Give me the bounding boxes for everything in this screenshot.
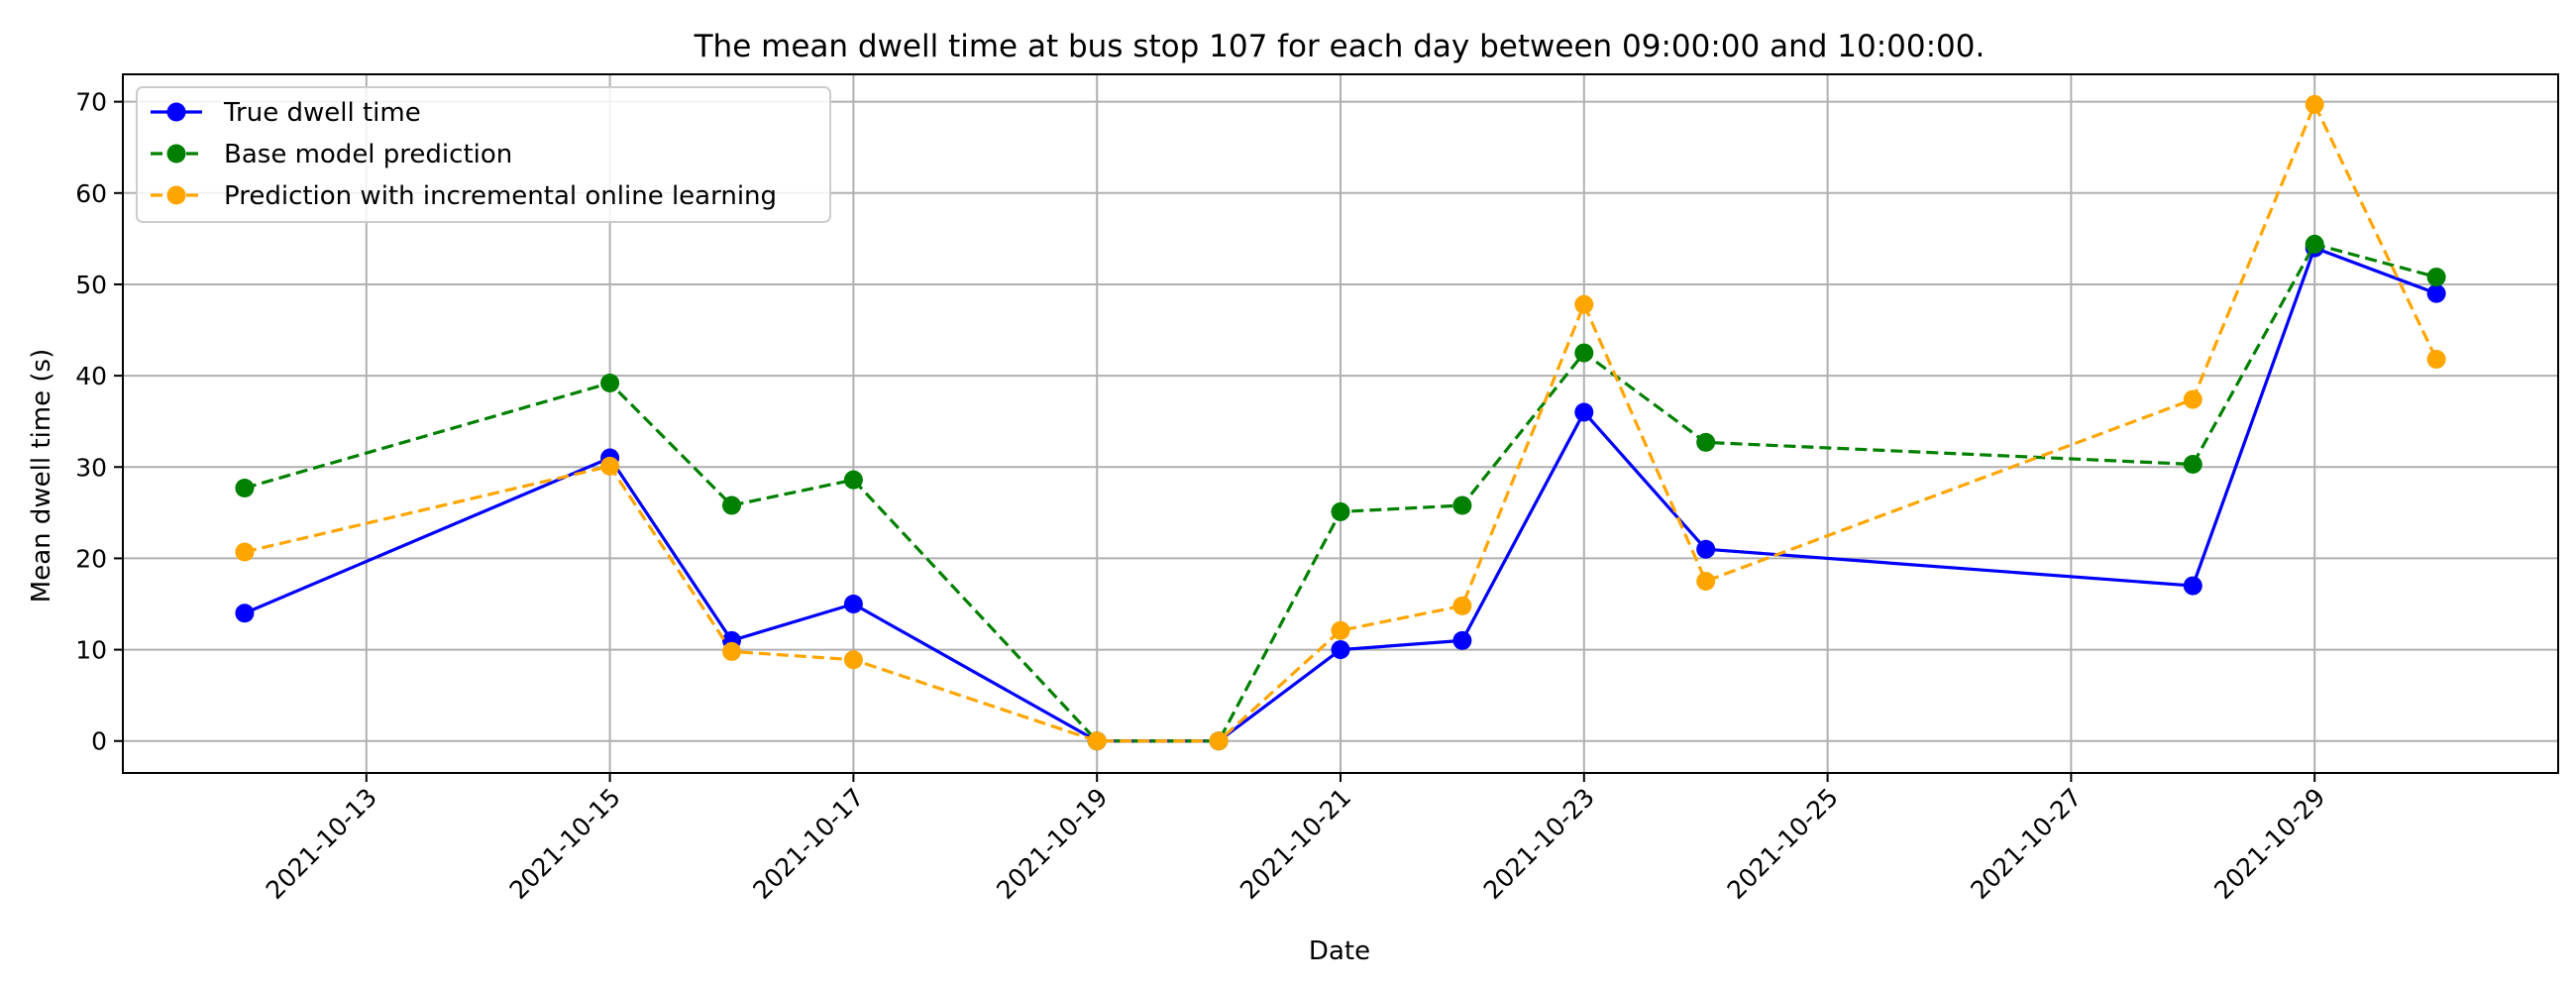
legend-label: Base model prediction: [224, 140, 512, 169]
y-tick-label: 40: [75, 362, 107, 390]
legend-item: Prediction with incremental online learn…: [151, 181, 777, 211]
series-2: [235, 94, 2446, 751]
data-point: [600, 456, 620, 476]
data-point: [1696, 432, 1716, 452]
data-point: [1331, 501, 1350, 521]
x-tick-label: 2021-10-25: [1722, 783, 1844, 905]
grid: [123, 74, 2558, 773]
x-tick-label: 2021-10-23: [1478, 783, 1600, 905]
data-point: [1087, 731, 1107, 751]
legend-item: True dwell time: [151, 98, 421, 128]
data-point: [1209, 731, 1229, 751]
x-tick-label: 2021-10-19: [991, 783, 1113, 905]
data-point: [722, 496, 741, 515]
data-point: [235, 542, 255, 562]
x-tick-label: 2021-10-17: [747, 783, 869, 905]
data-point: [2426, 283, 2446, 303]
y-tick-label: 20: [75, 544, 107, 573]
data-point: [600, 373, 620, 392]
x-tick-label: 2021-10-13: [261, 783, 382, 905]
legend-marker: [166, 144, 186, 164]
data-point: [2305, 94, 2324, 114]
data-point: [1331, 640, 1350, 660]
legend-marker: [166, 102, 186, 122]
legend-marker: [166, 185, 186, 205]
y-tick-label: 0: [91, 727, 107, 756]
chart-title: The mean dwell time at bus stop 107 for …: [694, 29, 1986, 64]
x-tick-label: 2021-10-27: [1965, 783, 2087, 905]
legend-item: Base model prediction: [151, 140, 512, 169]
data-point: [1452, 596, 1472, 615]
y-axis-label: Mean dwell time (s): [27, 349, 56, 603]
y-tick-label: 60: [75, 179, 107, 208]
data-point: [2183, 389, 2202, 409]
data-point: [843, 595, 863, 614]
legend-label: True dwell time: [223, 98, 421, 128]
data-point: [843, 650, 863, 670]
x-tick-label: 2021-10-29: [2208, 783, 2330, 905]
data-point: [1452, 496, 1472, 515]
y-axis: 0 10 20 30 40 50 60 70: [75, 88, 123, 756]
x-axis: 2021-10-13 2021-10-15 2021-10-17 2021-10-19…: [261, 773, 2330, 905]
data-point: [1452, 630, 1472, 650]
x-tick-label: 2021-10-15: [504, 783, 626, 905]
data-point: [2305, 234, 2324, 254]
data-point: [843, 470, 863, 490]
data-point: [1574, 402, 1594, 422]
legend-box: [136, 86, 831, 223]
data-point: [1574, 343, 1594, 363]
data-point: [1696, 571, 1716, 591]
data-point: [2183, 455, 2202, 475]
data-point: [1696, 539, 1716, 559]
legend-label: Prediction with incremental online learn…: [224, 181, 777, 211]
y-tick-label: 50: [75, 271, 107, 299]
x-tick-label: 2021-10-21: [1234, 783, 1356, 905]
data-point: [2426, 268, 2446, 287]
legend: True dwell time Base model prediction Pred…: [136, 86, 831, 223]
data-point: [1574, 294, 1594, 314]
data-point: [2426, 350, 2446, 370]
y-tick-label: 70: [75, 88, 107, 117]
series-layer: [235, 94, 2446, 751]
y-tick-label: 30: [75, 453, 107, 482]
data-point: [2183, 576, 2202, 596]
data-point: [235, 604, 255, 623]
x-axis-label: Date: [1309, 936, 1370, 966]
data-point: [235, 478, 255, 497]
data-point: [1331, 620, 1350, 640]
y-tick-label: 10: [75, 636, 107, 665]
data-point: [722, 641, 741, 661]
